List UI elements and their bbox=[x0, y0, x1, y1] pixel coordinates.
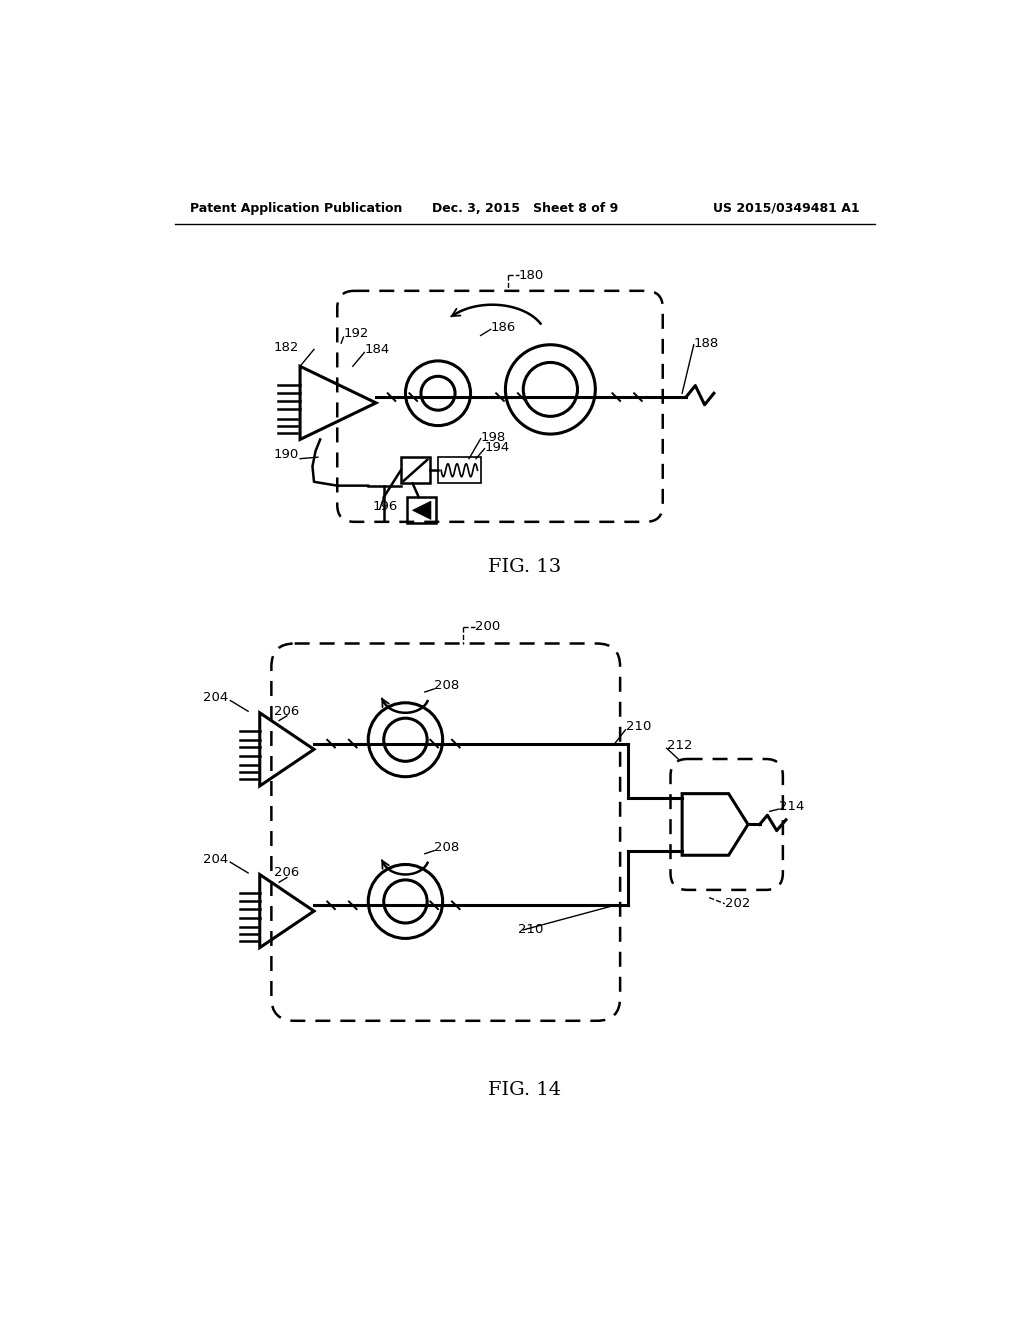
Text: 202: 202 bbox=[725, 898, 751, 911]
Text: Patent Application Publication: Patent Application Publication bbox=[190, 202, 402, 215]
Text: 196: 196 bbox=[372, 500, 397, 513]
Text: 208: 208 bbox=[434, 680, 460, 693]
Text: 200: 200 bbox=[475, 620, 501, 634]
Text: 190: 190 bbox=[273, 449, 299, 462]
Text: 204: 204 bbox=[204, 690, 228, 704]
Text: 182: 182 bbox=[273, 341, 299, 354]
Text: US 2015/0349481 A1: US 2015/0349481 A1 bbox=[713, 202, 859, 215]
Text: 212: 212 bbox=[667, 739, 692, 751]
Text: 206: 206 bbox=[273, 866, 299, 879]
Bar bbox=[400, 457, 430, 483]
Text: 180: 180 bbox=[518, 269, 544, 282]
Text: 214: 214 bbox=[779, 800, 805, 813]
Text: 186: 186 bbox=[490, 321, 516, 334]
Text: 206: 206 bbox=[273, 705, 299, 718]
Text: 192: 192 bbox=[343, 327, 369, 341]
Text: 208: 208 bbox=[434, 841, 460, 854]
Text: FIG. 14: FIG. 14 bbox=[488, 1081, 561, 1100]
Text: 210: 210 bbox=[518, 924, 543, 936]
Polygon shape bbox=[413, 502, 431, 520]
Text: 194: 194 bbox=[484, 441, 510, 454]
Text: 198: 198 bbox=[480, 430, 506, 444]
Text: FIG. 13: FIG. 13 bbox=[488, 557, 561, 576]
Text: 204: 204 bbox=[204, 853, 228, 866]
Text: 184: 184 bbox=[365, 343, 389, 356]
Text: Dec. 3, 2015   Sheet 8 of 9: Dec. 3, 2015 Sheet 8 of 9 bbox=[432, 202, 617, 215]
Text: 188: 188 bbox=[693, 337, 719, 350]
Text: 210: 210 bbox=[626, 721, 651, 733]
Bar bbox=[407, 498, 436, 523]
Bar bbox=[438, 457, 480, 483]
